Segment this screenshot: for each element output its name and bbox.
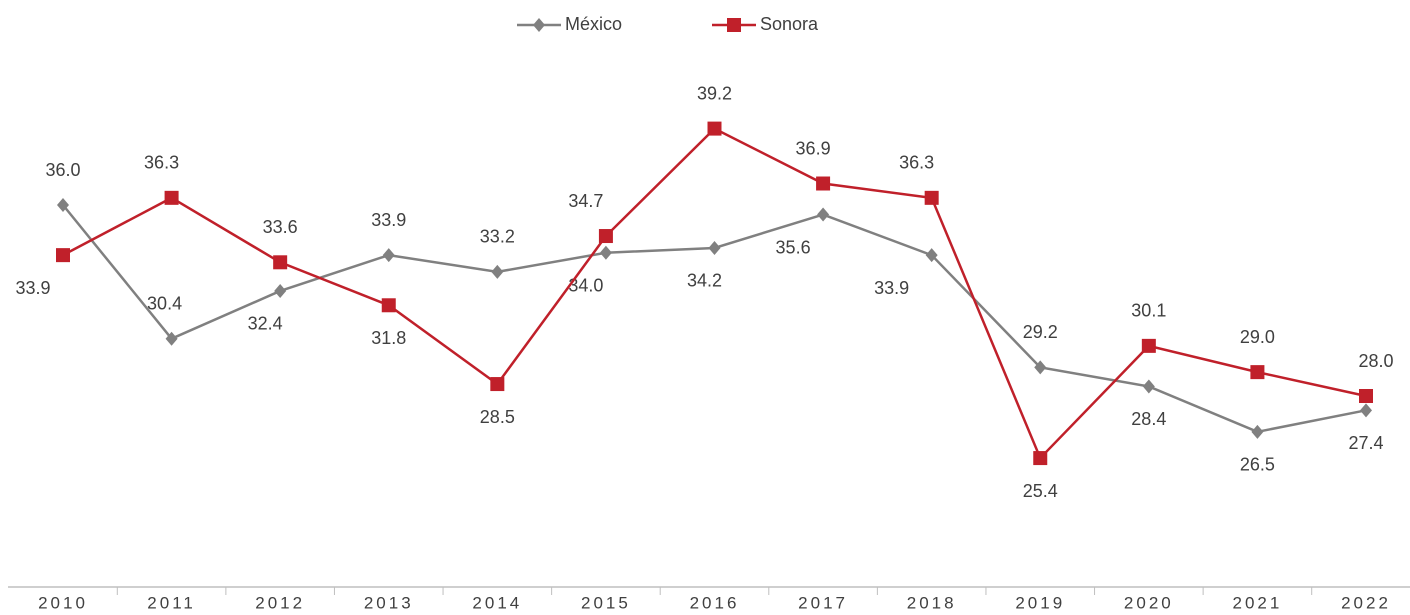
x-tick-label: 2013 xyxy=(364,593,414,612)
marker xyxy=(1359,389,1373,403)
marker xyxy=(490,377,505,392)
data-label: 25.4 xyxy=(1023,481,1058,501)
data-label: 33.2 xyxy=(480,227,515,247)
marker xyxy=(165,331,178,346)
marker xyxy=(381,298,396,313)
data-label: 28.4 xyxy=(1131,409,1166,429)
marker xyxy=(1034,360,1047,375)
data-label: 33.6 xyxy=(263,217,298,237)
data-label: 32.4 xyxy=(248,314,283,334)
x-tick-label: 2012 xyxy=(255,593,305,612)
marker xyxy=(1141,338,1156,353)
marker xyxy=(274,283,287,298)
data-label: 30.4 xyxy=(147,293,182,313)
data-label: 27.4 xyxy=(1348,433,1383,453)
x-tick-label: 2015 xyxy=(581,593,631,612)
x-tick-label: 2019 xyxy=(1015,593,1065,612)
legend-label: México xyxy=(565,14,622,34)
marker xyxy=(273,255,288,270)
marker xyxy=(816,176,831,191)
marker xyxy=(817,207,830,222)
marker xyxy=(598,229,613,244)
data-label: 31.8 xyxy=(371,328,406,348)
x-tick-label: 2022 xyxy=(1341,593,1391,612)
data-label: 33.9 xyxy=(874,278,909,298)
x-tick-label: 2017 xyxy=(798,593,848,612)
x-tick-label: 2016 xyxy=(690,593,740,612)
data-label: 29.0 xyxy=(1240,327,1275,347)
x-tick-label: 2014 xyxy=(472,593,522,612)
marker xyxy=(57,198,69,212)
marker xyxy=(1251,424,1264,439)
marker xyxy=(56,248,70,263)
data-label: 30.1 xyxy=(1131,301,1166,321)
marker xyxy=(925,248,938,263)
data-label: 33.9 xyxy=(15,278,50,298)
data-label: 28.0 xyxy=(1358,351,1393,371)
data-label: 36.0 xyxy=(45,160,80,180)
marker xyxy=(1033,451,1048,466)
marker xyxy=(1360,403,1372,418)
marker xyxy=(599,245,612,260)
data-label: 34.7 xyxy=(568,191,603,211)
marker xyxy=(382,248,395,263)
data-label: 34.0 xyxy=(568,276,603,296)
data-label: 29.2 xyxy=(1023,322,1058,342)
marker xyxy=(491,264,504,279)
marker xyxy=(1250,365,1265,380)
data-label: 39.2 xyxy=(697,83,732,103)
x-tick-label: 2021 xyxy=(1233,593,1283,612)
legend-marker xyxy=(533,18,545,32)
x-tick-label: 2020 xyxy=(1124,593,1174,612)
data-label: 26.5 xyxy=(1240,455,1275,475)
data-label: 35.6 xyxy=(776,237,811,257)
data-label: 28.5 xyxy=(480,407,515,427)
marker xyxy=(924,190,939,205)
x-tick-label: 2011 xyxy=(147,593,196,612)
marker xyxy=(708,240,721,255)
data-label: 33.9 xyxy=(371,210,406,230)
x-tick-label: 2010 xyxy=(38,593,88,612)
marker xyxy=(1142,379,1155,394)
data-label: 36.9 xyxy=(796,138,831,158)
data-label: 34.2 xyxy=(687,271,722,291)
legend-label: Sonora xyxy=(760,14,819,34)
x-tick-label: 2018 xyxy=(907,593,957,612)
series-line xyxy=(62,127,1367,461)
data-label: 36.3 xyxy=(899,153,934,173)
marker xyxy=(707,121,722,136)
marker xyxy=(164,190,179,205)
legend-marker xyxy=(727,18,741,32)
data-label: 36.3 xyxy=(144,153,179,173)
